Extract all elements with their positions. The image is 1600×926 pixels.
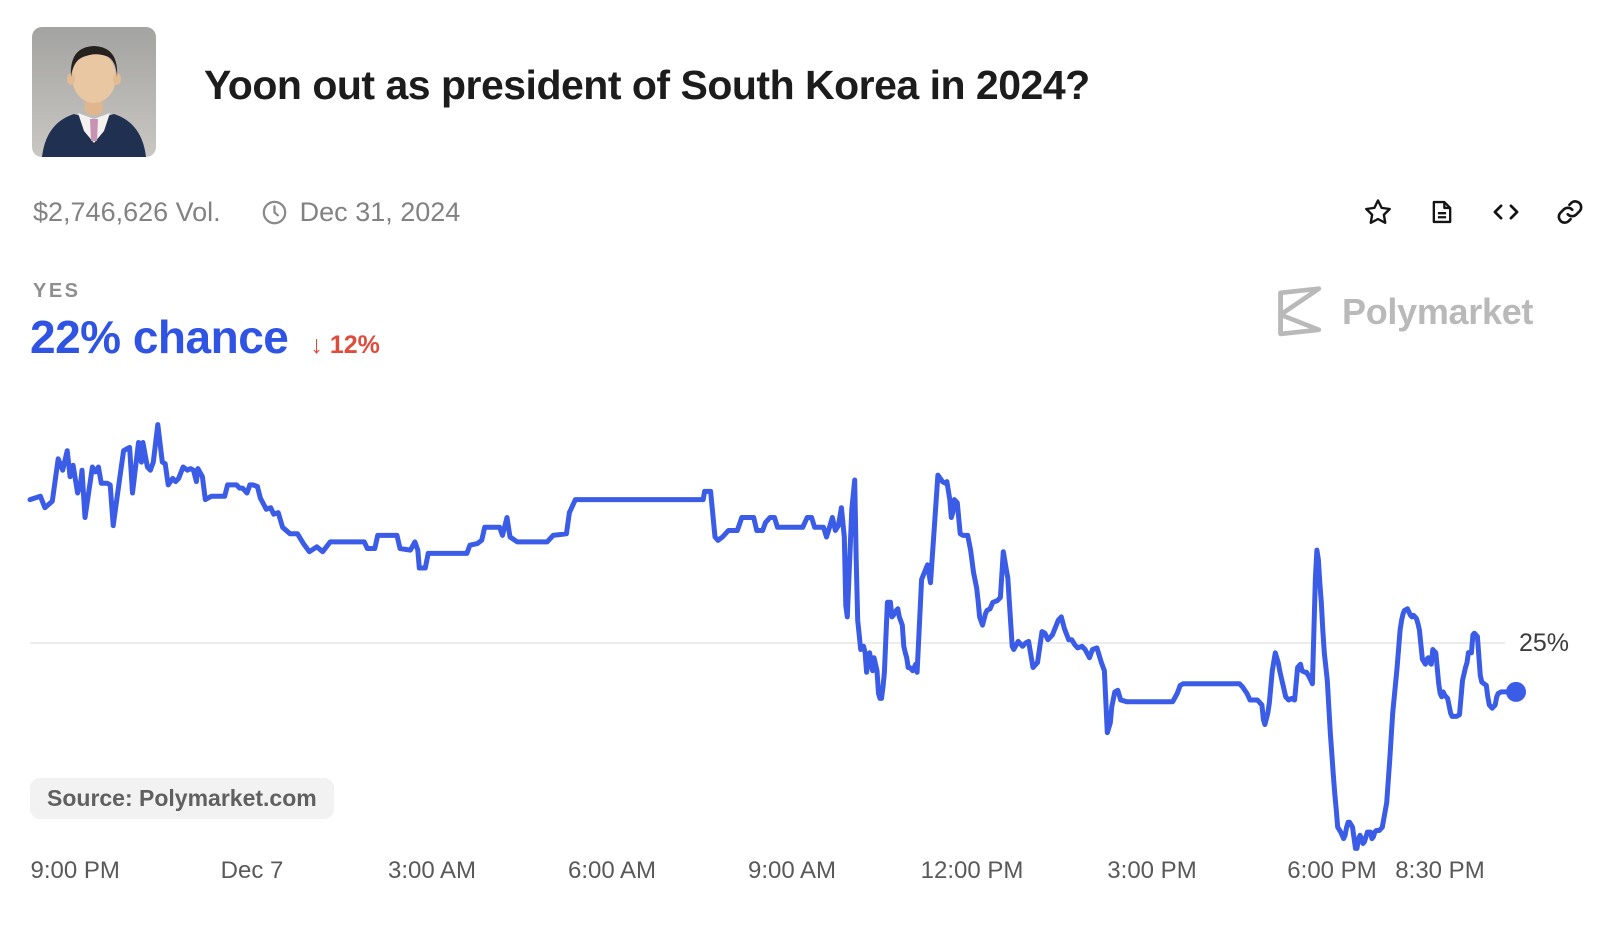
market-title: Yoon out as president of South Korea in …	[204, 62, 1090, 108]
market-meta-row: $2,746,626 Vol. Dec 31, 2024	[33, 197, 460, 228]
polymarket-watermark: Polymarket	[1266, 286, 1533, 338]
yoon-portrait-image	[32, 27, 156, 157]
embed-code-icon[interactable]	[1490, 196, 1522, 228]
x-tick-label: Dec 7	[220, 857, 284, 884]
yes-price-line	[27, 422, 1519, 851]
link-icon[interactable]	[1554, 196, 1586, 228]
x-tick-label: 3:00 PM	[1107, 857, 1197, 884]
chance-value: 22% chance	[30, 311, 289, 363]
chance-change-down: ↓ 12%	[310, 331, 380, 359]
clock-icon	[261, 199, 288, 226]
x-tick-label: 9:00 AM	[747, 857, 837, 884]
market-avatar	[32, 27, 156, 157]
document-icon[interactable]	[1426, 196, 1458, 228]
x-tick-label: 12:00 PM	[920, 857, 1024, 884]
x-tick-label: 9:00 PM	[30, 857, 120, 884]
source-badge: Source: Polymarket.com	[30, 778, 334, 819]
polymarket-logo-icon	[1278, 286, 1322, 337]
x-tick-label: 6:00 PM	[1287, 857, 1377, 884]
price-endpoint-dot	[1506, 681, 1526, 702]
y-axis-label-25pct: 25%	[1519, 629, 1570, 657]
end-date-text: Dec 31, 2024	[299, 197, 461, 227]
x-axis: 9:00 PM Dec 7 3:00 AM 6:00 AM 9:00 AM 12:00 P…	[0, 857, 1600, 889]
chance-row: 22% chance ↓ 12%	[30, 310, 380, 364]
outcome-label: YES	[33, 280, 81, 302]
x-tick-label: 6:00 AM	[567, 857, 657, 884]
x-tick-label: 8:30 PM	[1395, 857, 1485, 884]
polymarket-brand-text: Polymarket	[1342, 291, 1534, 332]
toolbar	[1362, 196, 1586, 228]
volume-text: $2,746,626 Vol.	[33, 197, 221, 227]
star-icon[interactable]	[1362, 196, 1394, 228]
x-tick-label: 3:00 AM	[387, 857, 477, 884]
